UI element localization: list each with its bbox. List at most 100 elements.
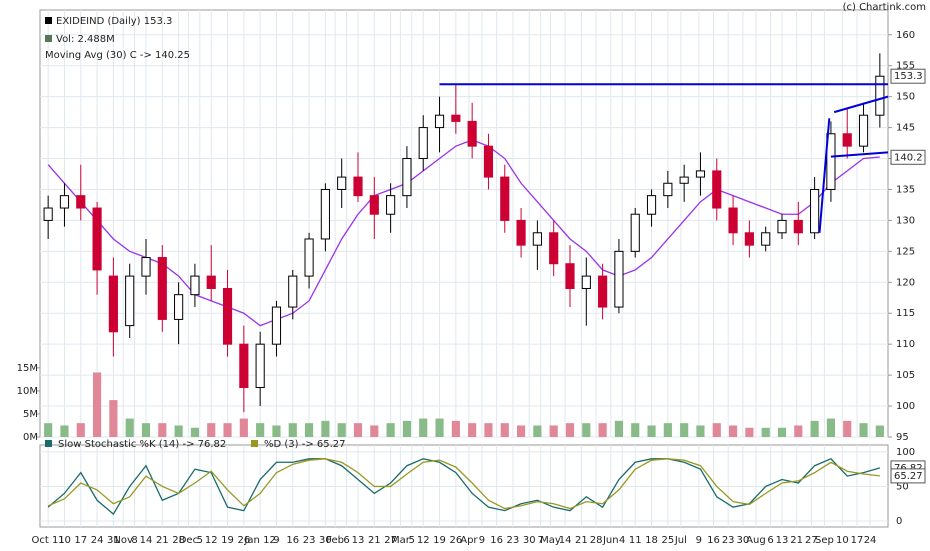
x-tick-label: Aug (746, 535, 766, 546)
x-tick-label: 30 (736, 535, 749, 546)
x-tick-label: 9 (696, 535, 702, 546)
candle-body (826, 133, 836, 190)
candle-body (842, 133, 852, 147)
candle-body (206, 275, 216, 289)
volume-bar (614, 420, 623, 437)
candle-body (271, 306, 282, 345)
candle-body (565, 263, 575, 289)
x-tick-label: Dec (179, 535, 198, 546)
candle-body (875, 75, 885, 116)
x-tick-label: 12 (417, 535, 430, 546)
volume-bar (843, 420, 852, 437)
value-box (890, 468, 926, 484)
x-tick-label: 21 (790, 535, 803, 546)
candle-body (190, 275, 200, 296)
x-tick-label: 24 (91, 535, 104, 546)
candle-body (76, 195, 86, 209)
candle-body (532, 232, 542, 246)
legend-icon (45, 35, 52, 42)
candle-body (858, 114, 869, 147)
candle-body (500, 176, 510, 221)
volume-tick-label: 5M (23, 409, 38, 420)
x-tick-label: 8 (131, 535, 137, 546)
candle-body (59, 195, 70, 209)
x-tick-label: 17 (851, 535, 864, 546)
volume-bar (549, 425, 558, 437)
candle-body (418, 127, 428, 160)
volume-bar (272, 425, 281, 437)
x-tick-label: 24 (864, 535, 877, 546)
volume-bar (76, 423, 85, 437)
x-tick-label: 27 (805, 535, 818, 546)
candle-body (810, 188, 820, 234)
x-tick-label: 30 (319, 535, 332, 546)
x-tick-label: 7 (537, 535, 543, 546)
candle-body (402, 158, 412, 197)
volume-bar (256, 423, 265, 437)
volume-bar (468, 423, 477, 437)
x-tick-label: 12 (205, 535, 218, 546)
volume-tick-label: 10M (17, 386, 38, 397)
x-tick-label: Sep (815, 535, 834, 546)
candle-body (777, 219, 787, 234)
volume-bar (141, 423, 151, 437)
candle-body (304, 238, 314, 277)
legend-icon (45, 440, 52, 447)
volume-bar (484, 423, 493, 437)
y-tick-label: 125 (896, 246, 915, 257)
candle-body (646, 195, 657, 215)
candle-body (598, 275, 608, 308)
legend-entry: Moving Avg (30) C -> 140.25 (45, 50, 190, 61)
volume-bar (680, 423, 689, 437)
x-tick-label: 9 (479, 535, 485, 546)
x-tick-label: 4 (619, 535, 625, 546)
x-tick-label: 23 (722, 535, 735, 546)
y-tick-label: 50 (896, 481, 909, 492)
x-tick-label: Feb (326, 535, 344, 546)
volume-tick-label: 0M (23, 432, 38, 443)
price-marker-label: 140.2 (894, 152, 923, 163)
candle-body (255, 343, 265, 388)
candle-body (581, 275, 591, 289)
candle-body (320, 188, 330, 240)
x-tick-label: 16 (707, 535, 720, 546)
y-tick-label: 145 (896, 123, 915, 134)
legend-entry: Slow Stochastic %K (14) -> 76.82 (58, 439, 226, 450)
candle-body (222, 287, 233, 345)
chart-title: EXIDEIND (Daily) 153.3 (56, 16, 172, 27)
y-tick-label: 130 (896, 215, 915, 226)
x-tick-label: 31 (107, 535, 120, 546)
x-tick-label: 26 (449, 535, 462, 546)
x-tick-label: 18 (645, 535, 658, 546)
price-marker-label: 153.3 (894, 71, 923, 82)
moving-average-line (47, 139, 880, 327)
trendline (830, 151, 889, 158)
candle-body (353, 176, 363, 197)
volume-bar (353, 423, 363, 437)
x-tick-label: Jul (674, 535, 687, 546)
trendline (833, 95, 889, 114)
volume-bar (109, 400, 118, 437)
candle-body (761, 232, 771, 246)
volume-bar (60, 425, 69, 437)
x-tick-label: 14 (140, 535, 153, 546)
volume-bar (321, 420, 330, 437)
x-tick-label: 13 (776, 535, 789, 546)
candle-body (663, 182, 673, 197)
volume-bar (207, 423, 216, 437)
candle-body (614, 250, 624, 308)
volume-bar (565, 423, 575, 437)
volume-bar (794, 425, 803, 437)
volume-bar (745, 427, 754, 437)
x-tick-label: May (540, 535, 561, 546)
y-tick-label: 0 (896, 516, 902, 527)
legend-icon (251, 440, 258, 447)
y-tick-label: 150 (896, 92, 915, 103)
x-tick-label: 16 (286, 535, 299, 546)
candle-body (141, 257, 151, 277)
x-tick-label: 10 (58, 535, 71, 546)
volume-bar (582, 423, 591, 437)
volume-bar (190, 427, 199, 437)
volume-bar (125, 418, 134, 437)
